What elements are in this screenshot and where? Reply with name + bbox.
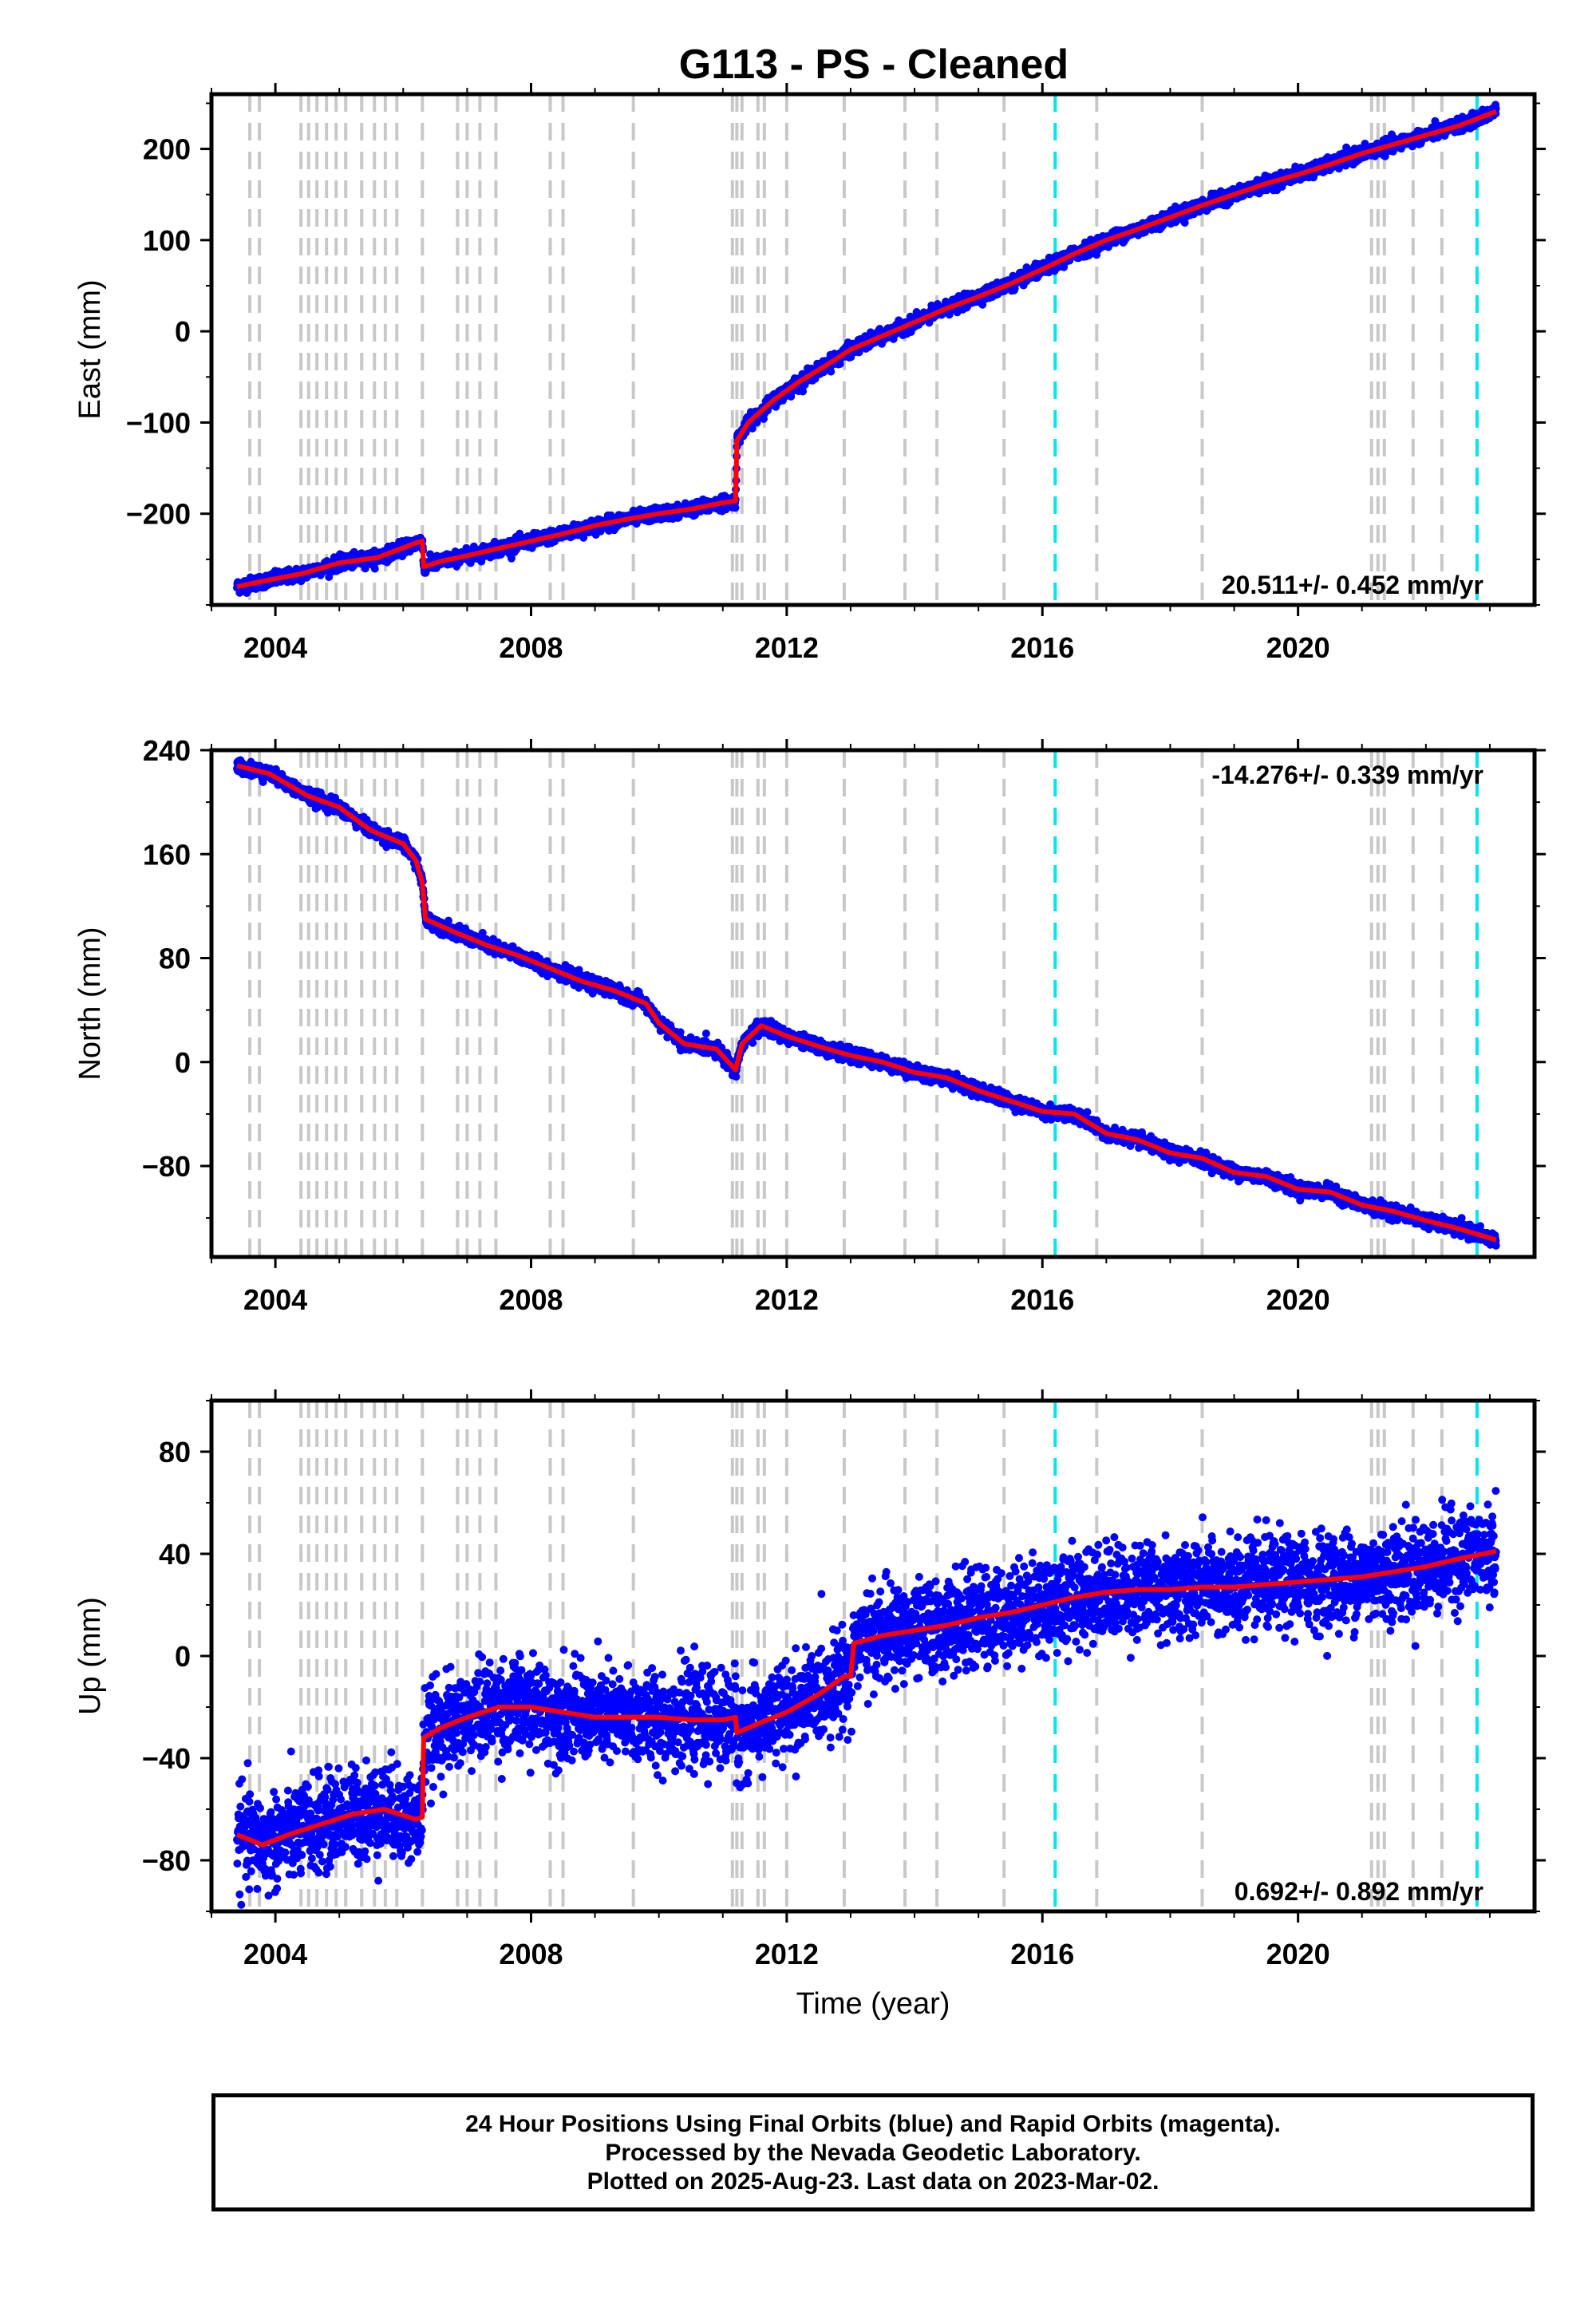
north-y-axis-label: North (mm) — [73, 927, 107, 1080]
up-rate-label: 0.692+/- 0.892 mm/yr — [1235, 1877, 1483, 1906]
y-tick-label: 100 — [143, 224, 191, 257]
up-panel: −80 −40 0 40 80 2004 2008 2012 2016 2020 Up (mm) Ti… — [73, 1389, 1546, 2021]
y-tick-label: −40 — [142, 1742, 191, 1775]
up-model-line — [235, 1548, 1497, 1848]
east-panel: −200 −100 0 100 200 2004 2008 2012 2016 2020 East … — [73, 83, 1546, 664]
x-tick-label: 2008 — [499, 1283, 563, 1316]
up-data-points — [233, 1487, 1500, 1909]
north-panel: −80 0 80 160 240 2004 2008 2012 2016 2020 North (m… — [73, 734, 1546, 1316]
data-point-cloud — [233, 1487, 1500, 1909]
footer-line-3: Plotted on 2025-Aug-23. Last data on 202… — [587, 2168, 1159, 2195]
data-point-cloud — [233, 101, 1500, 598]
east-plot-frame — [209, 92, 1537, 607]
north-plot-frame — [209, 748, 1537, 1259]
east-y-axis-label: East (mm) — [73, 279, 107, 419]
footer-line-2: Processed by the Nevada Geodetic Laborat… — [605, 2140, 1141, 2166]
x-tick-label: 2016 — [1010, 1938, 1074, 1970]
y-tick-label: −100 — [126, 406, 191, 439]
x-tick-label: 2020 — [1266, 1938, 1330, 1970]
y-tick-label: 0 — [175, 1640, 191, 1673]
up-y-axis-label: Up (mm) — [73, 1597, 107, 1715]
east-data-points — [233, 101, 1500, 598]
footer-box: 24 Hour Positions Using Final Orbits (bl… — [211, 2093, 1535, 2211]
x-tick-label: 2012 — [755, 631, 819, 664]
y-tick-label: 200 — [143, 133, 191, 166]
x-tick-label: 2020 — [1266, 631, 1330, 664]
y-tick-label: 40 — [159, 1538, 191, 1571]
y-tick-label: −80 — [142, 1844, 191, 1877]
y-tick-label: 0 — [175, 315, 191, 348]
y-tick-label: 80 — [159, 1436, 191, 1468]
y-tick-label: 160 — [143, 838, 191, 871]
x-axis-label: Time (year) — [796, 1987, 950, 2021]
east-rate-label: 20.511+/- 0.452 mm/yr — [1222, 571, 1483, 599]
x-tick-label: 2020 — [1266, 1283, 1330, 1316]
north-data-points — [233, 756, 1500, 1250]
x-tick-label: 2004 — [243, 1283, 307, 1316]
y-tick-label: −80 — [142, 1150, 191, 1183]
data-point-cloud — [233, 756, 1500, 1250]
y-tick-label: 0 — [175, 1046, 191, 1079]
x-tick-label: 2016 — [1010, 631, 1074, 664]
north-rate-label: -14.276+/- 0.339 mm/yr — [1211, 761, 1483, 789]
x-tick-label: 2004 — [243, 1938, 307, 1970]
y-tick-label: −200 — [126, 498, 191, 531]
y-tick-label: 240 — [143, 734, 191, 767]
x-tick-label: 2004 — [243, 631, 307, 664]
x-tick-label: 2016 — [1010, 1283, 1074, 1316]
chart-title: G113 - PS - Cleaned — [679, 41, 1069, 88]
y-tick-label: 80 — [159, 943, 191, 975]
x-tick-label: 2008 — [499, 631, 563, 664]
x-tick-label: 2012 — [755, 1938, 819, 1970]
footer-line-1: 24 Hour Positions Using Final Orbits (bl… — [465, 2111, 1281, 2137]
x-tick-label: 2008 — [499, 1938, 563, 1970]
east-model-line — [236, 109, 1497, 590]
x-tick-label: 2012 — [755, 1283, 819, 1316]
north-model-line — [236, 763, 1497, 1243]
